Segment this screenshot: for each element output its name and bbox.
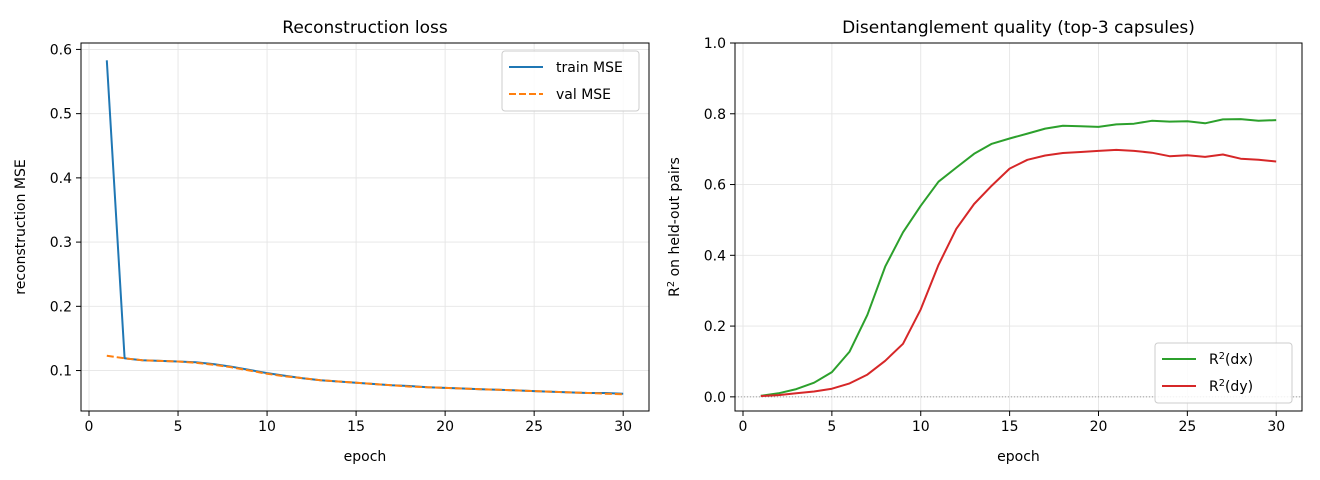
x-tick-label: 0 xyxy=(739,419,748,435)
y-tick-label: 0.5 xyxy=(50,107,72,123)
plot-frame xyxy=(734,42,1303,412)
y-tick-label: 0.1 xyxy=(50,364,72,380)
x-tick-label: 15 xyxy=(1001,419,1019,435)
y-tick-label: 0.0 xyxy=(704,390,726,406)
series-line-r-dx xyxy=(760,118,1277,397)
y-tick-label: 0.2 xyxy=(50,299,72,315)
x-tick-label: 30 xyxy=(614,419,632,435)
x-tick-label: 30 xyxy=(1267,419,1285,435)
x-tick-label: 5 xyxy=(827,419,836,435)
legend-label-r-dy: R2(dy) xyxy=(1209,378,1253,396)
y-tick-label: 0.4 xyxy=(704,248,726,264)
legend: train MSE val MSE xyxy=(501,50,640,112)
y-tick-label: 0.4 xyxy=(50,171,72,187)
y-tick-label: 0.6 xyxy=(704,178,726,194)
legend-label-r-dx: R2(dx) xyxy=(1209,351,1253,369)
x-tick-label: 25 xyxy=(1178,419,1196,435)
x-tick-label: 0 xyxy=(85,419,94,435)
x-axis-label: epoch xyxy=(997,449,1040,465)
legend-label-val-mse: val MSE xyxy=(556,87,611,103)
y-axis-label: R2 on held-out pairs xyxy=(666,157,684,297)
series-line-r-dy xyxy=(760,148,1277,398)
x-tick-label: 10 xyxy=(258,419,276,435)
x-tick-label: 25 xyxy=(525,419,543,435)
y-tick-label: 0.3 xyxy=(50,235,72,251)
chart-reconstruction-loss: 0 5 10 15 20 25 30 0.1 0.2 0.3 0.4 0.5 0.6 Reconstruc… xyxy=(13,18,650,465)
y-tick-label: 0.2 xyxy=(704,319,726,335)
legend-label-train-mse: train MSE xyxy=(556,60,623,76)
x-tick-label: 10 xyxy=(912,419,930,435)
chart-title: Reconstruction loss xyxy=(282,18,448,38)
series-line-val-mse xyxy=(106,354,624,396)
chart-disentanglement-quality: 0 5 10 15 20 25 30 0.0 0.2 0.4 0.6 0.8 1.0 Disentangl… xyxy=(666,18,1303,465)
y-tick-label: 1.0 xyxy=(704,36,726,52)
x-tick-label: 5 xyxy=(174,419,183,435)
x-tick-label: 15 xyxy=(347,419,365,435)
x-axis-label: epoch xyxy=(344,449,387,465)
x-tick-label: 20 xyxy=(1090,419,1108,435)
y-axis-label: reconstruction MSE xyxy=(13,159,29,294)
plot-frame xyxy=(80,42,650,412)
x-tick-label: 20 xyxy=(436,419,454,435)
y-tick-label: 0.6 xyxy=(50,42,72,58)
chart-title: Disentanglement quality (top-3 capsules) xyxy=(842,18,1195,38)
legend: R2(dx) R2(dy) xyxy=(1154,342,1293,404)
y-tick-label: 0.8 xyxy=(704,107,726,123)
